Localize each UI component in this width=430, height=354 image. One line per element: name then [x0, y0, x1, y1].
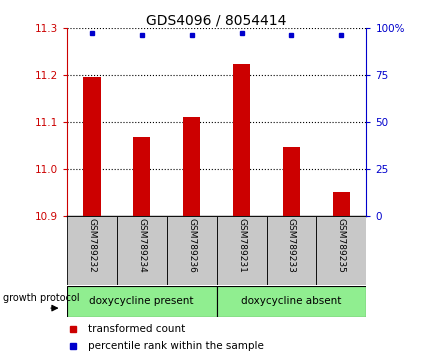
Bar: [266, 216, 316, 285]
Title: GDS4096 / 8054414: GDS4096 / 8054414: [146, 13, 286, 27]
Bar: [332, 192, 349, 216]
Text: growth protocol: growth protocol: [3, 293, 80, 303]
Text: GSM789235: GSM789235: [336, 218, 345, 273]
Text: percentile rank within the sample: percentile rank within the sample: [88, 341, 263, 351]
Text: GSM789234: GSM789234: [137, 218, 146, 273]
Text: doxycycline present: doxycycline present: [89, 296, 194, 306]
Bar: [67, 286, 216, 317]
Bar: [117, 216, 166, 285]
Text: GSM789233: GSM789233: [286, 218, 295, 273]
Bar: [166, 216, 216, 285]
Bar: [282, 147, 300, 216]
Text: GSM789231: GSM789231: [237, 218, 246, 273]
Bar: [232, 64, 250, 216]
Text: GSM789232: GSM789232: [87, 218, 96, 273]
Bar: [216, 286, 366, 317]
Bar: [132, 137, 150, 216]
Text: GSM789236: GSM789236: [187, 218, 196, 273]
Text: doxycycline absent: doxycycline absent: [241, 296, 341, 306]
Text: transformed count: transformed count: [88, 324, 184, 333]
Bar: [316, 216, 366, 285]
Bar: [83, 76, 100, 216]
Bar: [182, 116, 200, 216]
Bar: [67, 216, 117, 285]
Bar: [216, 216, 266, 285]
